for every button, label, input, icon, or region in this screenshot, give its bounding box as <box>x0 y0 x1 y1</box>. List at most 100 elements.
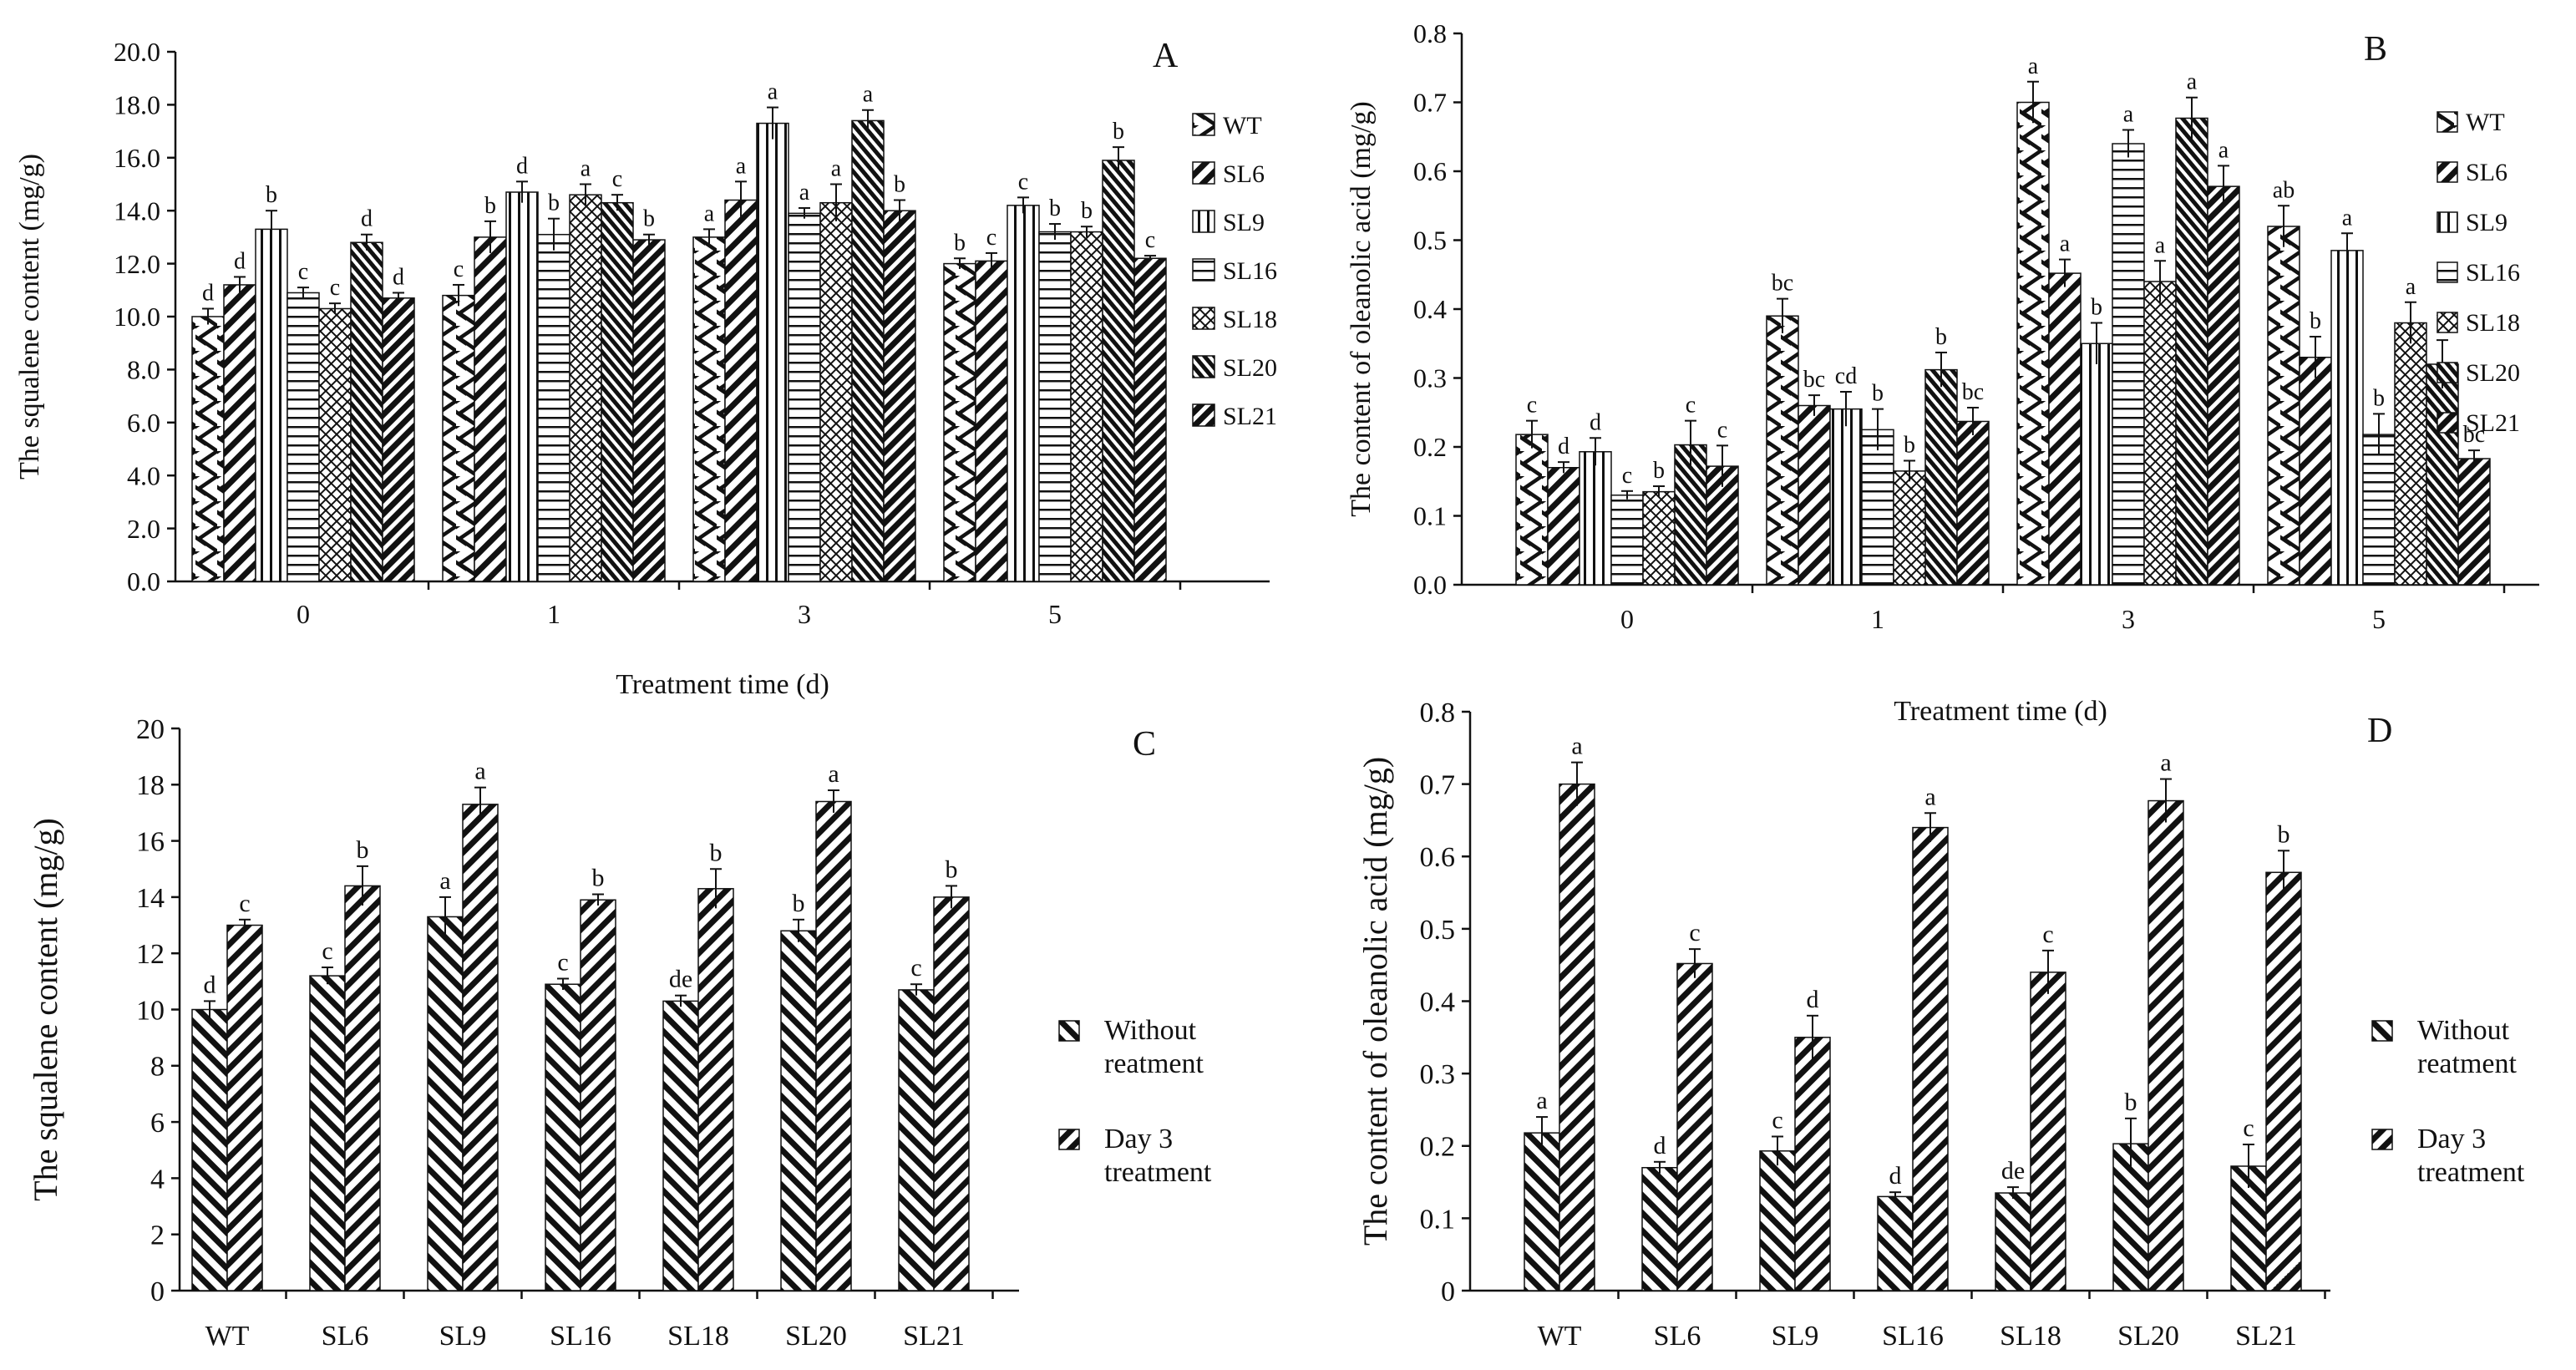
chart-D: 0 0.1 0.2 0.3 0.4 0.5 0.6 0.7 0.8 The content of … <box>1356 698 2525 1352</box>
y-tick-label: 0.7 <box>1420 770 1456 801</box>
bar-SL9-5 <box>1007 205 1040 582</box>
bar-SL6-5 <box>2299 357 2332 586</box>
x-tick-label: SL16 <box>1882 1321 1944 1352</box>
bar-WT-1 <box>442 294 475 582</box>
y-tick-label: 8.0 <box>127 355 160 385</box>
significance-letter: a <box>2187 69 2198 95</box>
legend-swatch <box>2437 111 2458 133</box>
y-tick-label: 0.8 <box>1420 698 1456 728</box>
significance-letter: a <box>799 180 810 206</box>
significance-letter: a <box>1924 783 1935 810</box>
significance-letter: c <box>557 948 568 976</box>
legend-label: SL9 <box>2466 209 2508 236</box>
legend-swatch <box>2437 312 2458 333</box>
significance-letter: b <box>2373 385 2385 411</box>
bar-Day-3-treatment-SL16 <box>580 899 616 1291</box>
bar-SL18-3 <box>2143 281 2177 586</box>
significance-letter: d <box>516 153 528 179</box>
significance-letter: c <box>1717 417 1727 443</box>
significance-letter: c <box>1145 227 1155 253</box>
bar-Without-reatment-SL18 <box>662 1000 699 1291</box>
bar-SL18-1 <box>1893 470 1926 586</box>
significance-letter: a <box>439 867 450 895</box>
legend-swatch <box>1058 1129 1080 1150</box>
legend-label: SL21 <box>2466 409 2520 437</box>
bar-Day-3-treatment-SL6 <box>344 885 381 1291</box>
bar-WT-3 <box>2016 101 2050 586</box>
legend-label-line: reatment <box>2417 1048 2517 1079</box>
legend-swatch <box>1058 1020 1080 1042</box>
y-axis-label: The content of oleanolic acid (mg/g) <box>1356 757 1394 1246</box>
legend-label: Without reatment <box>2417 1015 2517 1079</box>
bar-Day-3-treatment-WT <box>1559 783 1595 1291</box>
bar-WT-5 <box>2267 226 2300 586</box>
bar-Day-3-treatment-SL20 <box>815 800 852 1291</box>
significance-letter: c <box>2243 1114 2254 1142</box>
bar-SL6-5 <box>975 260 1008 582</box>
y-tick-label: 0.8 <box>1413 18 1447 48</box>
legend-swatch <box>1192 307 1215 330</box>
significance-letter: b <box>548 190 560 216</box>
bar-SL16-0 <box>287 292 320 582</box>
bar-SL20-5 <box>1102 160 1135 582</box>
significance-letter: a <box>474 758 485 785</box>
significance-letter: b <box>946 855 958 883</box>
y-tick-label: 18.0 <box>114 90 160 120</box>
significance-letter: a <box>1571 733 1582 760</box>
legend-label: SL16 <box>2466 259 2520 287</box>
bar-SL20-1 <box>601 201 634 582</box>
bar-SL20-0 <box>350 241 383 582</box>
legend-label: SL6 <box>1223 160 1265 188</box>
significance-letter: b <box>710 839 723 866</box>
x-tick-label: SL20 <box>785 1321 847 1352</box>
significance-letter: a <box>2060 231 2071 257</box>
bar-SL16-1 <box>537 233 570 582</box>
significance-letter: c <box>1772 1106 1782 1134</box>
bar-SL9-3 <box>756 122 789 582</box>
y-tick-label: 0.3 <box>1420 1059 1456 1090</box>
bar-Without-reatment-SL21 <box>898 989 935 1291</box>
bar-Without-reatment-WT <box>1524 1132 1560 1291</box>
bar-WT-3 <box>692 236 726 582</box>
significance-letter: c <box>1689 919 1700 946</box>
bar-Day-3-treatment-SL9 <box>462 804 499 1291</box>
significance-letter: b <box>592 865 605 892</box>
bar-SL6-1 <box>1798 404 1831 586</box>
bar-SL6-3 <box>724 199 758 582</box>
bar-SL18-1 <box>569 194 602 582</box>
y-tick-label: 0.3 <box>1413 363 1447 393</box>
significance-letter: c <box>1527 393 1537 419</box>
panel-label: B <box>2364 30 2387 68</box>
legend-label-line: Without <box>2417 1015 2510 1046</box>
x-tick-label: 3 <box>798 599 811 629</box>
significance-letter: c <box>322 937 332 965</box>
significance-letter: a <box>828 760 839 788</box>
significance-letter: c <box>1686 393 1696 419</box>
legend-swatch <box>1192 210 1215 233</box>
significance-letter: b <box>2125 1088 2137 1116</box>
significance-letter: de <box>2001 1157 2025 1185</box>
bar-Without-reatment-SL6 <box>1641 1166 1678 1291</box>
significance-letter: b <box>2278 820 2290 848</box>
significance-letter: c <box>910 954 921 982</box>
significance-letter: a <box>2342 205 2353 231</box>
legend-swatch <box>1192 258 1215 282</box>
significance-letter: a <box>2028 53 2039 79</box>
significance-letter: a <box>736 153 747 179</box>
x-tick-label: 0 <box>297 599 310 629</box>
bar-SL21-3 <box>883 210 916 582</box>
y-tick-label: 0 <box>1441 1276 1455 1307</box>
y-tick-label: 20.0 <box>114 37 160 67</box>
bar-SL16-5 <box>1038 231 1072 582</box>
bar-Without-reatment-WT <box>191 1008 228 1291</box>
legend-swatch <box>2437 161 2458 183</box>
y-tick-label: 10.0 <box>114 302 160 332</box>
significance-letter: c <box>454 256 464 282</box>
significance-letter: b <box>793 890 805 917</box>
legend-swatch <box>2371 1129 2393 1150</box>
bar-Day-3-treatment-SL18 <box>2030 972 2066 1291</box>
y-tick-label: 0 <box>150 1276 165 1307</box>
significance-letter: a <box>1536 1087 1547 1114</box>
x-tick-label: 5 <box>2372 604 2386 634</box>
significance-letter: b <box>357 836 369 864</box>
